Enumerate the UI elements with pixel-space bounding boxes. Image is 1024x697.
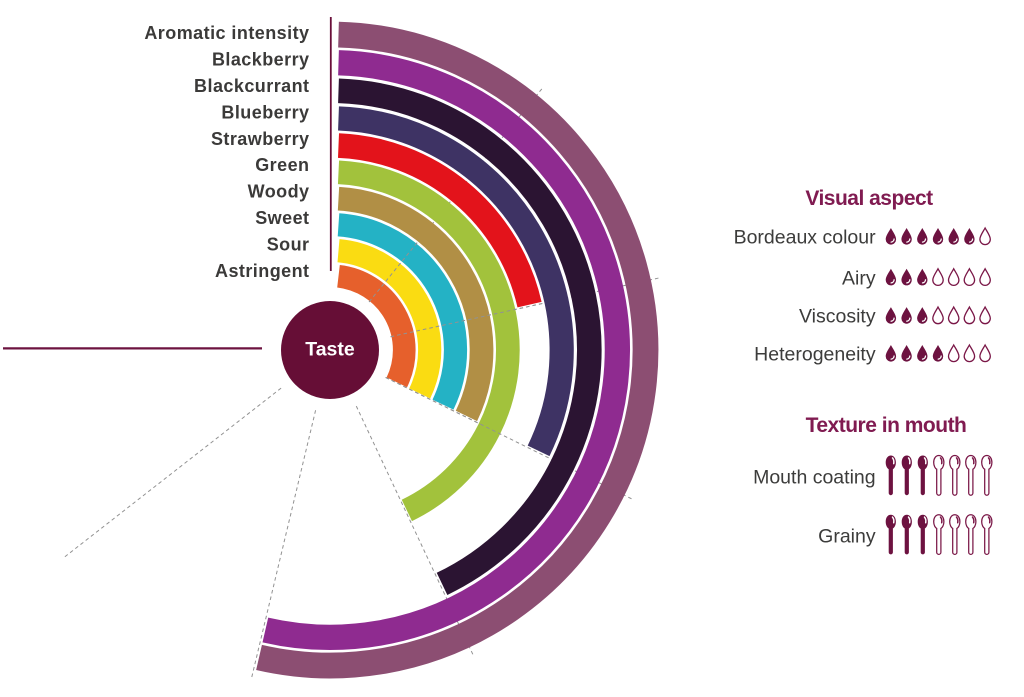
svg-text:Sour: Sour (267, 234, 310, 254)
svg-text:Blackberry: Blackberry (212, 50, 310, 70)
svg-text:Strawberry: Strawberry (211, 129, 310, 149)
svg-text:Visual aspect: Visual aspect (805, 187, 933, 210)
svg-text:Bordeaux colour: Bordeaux colour (734, 226, 877, 248)
svg-text:Airy: Airy (842, 267, 876, 289)
svg-text:Blueberry: Blueberry (221, 102, 309, 122)
svg-text:Heterogeneity: Heterogeneity (754, 344, 876, 366)
svg-text:Green: Green (255, 155, 309, 175)
svg-text:Astringent: Astringent (215, 261, 310, 281)
svg-text:Aromatic intensity: Aromatic intensity (144, 23, 309, 43)
svg-text:Viscosity: Viscosity (799, 306, 876, 328)
svg-text:Blackcurrant: Blackcurrant (194, 76, 309, 96)
svg-text:Woody: Woody (248, 182, 310, 202)
svg-text:Mouth coating: Mouth coating (753, 466, 876, 488)
svg-text:Grainy: Grainy (818, 525, 876, 547)
svg-text:Sweet: Sweet (255, 208, 309, 228)
svg-text:Texture in mouth: Texture in mouth (806, 414, 967, 437)
svg-text:Taste: Taste (305, 338, 355, 360)
